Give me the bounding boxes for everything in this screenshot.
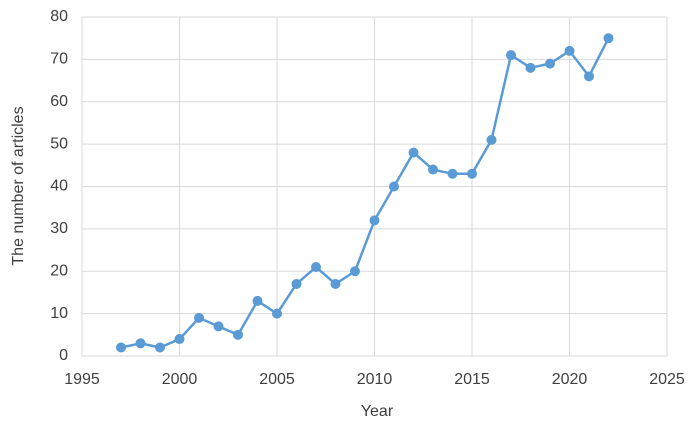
data-line [120, 37, 610, 349]
data-point [486, 134, 497, 145]
y-tick-label: 80 [50, 8, 68, 25]
data-point [252, 295, 263, 306]
data-point [564, 45, 575, 56]
y-tick-label: 30 [50, 220, 68, 237]
x-tick-label: 2025 [649, 371, 685, 388]
data-point [272, 308, 282, 319]
data-point [135, 338, 146, 349]
x-tick-label: 1995 [64, 371, 100, 388]
data-point [467, 168, 477, 179]
data-point [584, 71, 594, 82]
x-tick-label: 2000 [162, 371, 198, 388]
data-point [389, 181, 399, 192]
x-tick-label: 2005 [259, 371, 295, 388]
data-point [350, 266, 360, 277]
x-tick-label: 2010 [357, 371, 393, 388]
data-point [194, 312, 204, 323]
data-point [213, 321, 224, 332]
data-point [174, 334, 185, 345]
data-point [506, 50, 516, 61]
data-point [545, 58, 555, 69]
data-point [447, 168, 458, 179]
x-axis-label: Year [361, 403, 394, 420]
y-tick-label: 0 [59, 347, 68, 364]
data-point [291, 278, 302, 289]
x-tick-label: 2020 [552, 371, 588, 388]
x-tick-label: 2015 [454, 371, 490, 388]
y-tick-label: 20 [50, 262, 68, 279]
data-point [525, 62, 536, 73]
data-point [155, 342, 165, 353]
data-point [116, 342, 126, 353]
y-tick-label: 60 [50, 93, 68, 110]
y-tick-label: 40 [50, 178, 68, 195]
data-point [408, 147, 419, 158]
y-tick-label: 50 [50, 135, 68, 152]
data-point [233, 329, 243, 340]
data-point [311, 262, 321, 273]
data-point [369, 215, 380, 226]
y-tick-label: 70 [50, 51, 68, 68]
y-tick-label: 10 [50, 305, 68, 322]
data-point [428, 164, 438, 175]
y-axis-label: The number of articles [10, 106, 27, 265]
data-point [330, 278, 341, 289]
data-point [603, 33, 614, 44]
